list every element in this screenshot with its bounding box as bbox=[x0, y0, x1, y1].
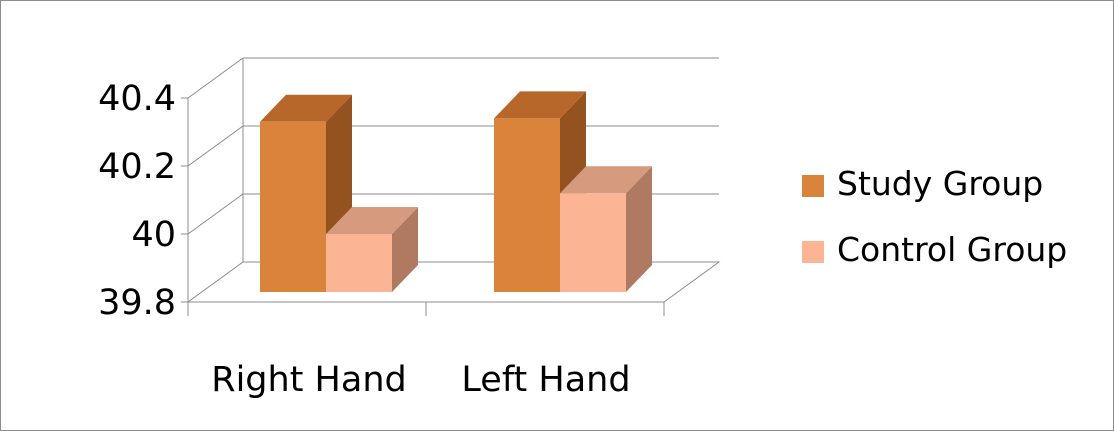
legend-label: Study Group bbox=[837, 164, 1043, 203]
bar-top-face bbox=[494, 91, 586, 119]
bar-side-face bbox=[392, 207, 418, 292]
bar-front-face bbox=[326, 234, 392, 292]
bars bbox=[260, 91, 652, 293]
bar-top-face bbox=[560, 166, 652, 194]
y-tick-label: 40 bbox=[131, 215, 176, 255]
axis bbox=[181, 97, 665, 316]
bar[interactable] bbox=[326, 207, 418, 292]
bar-front-face bbox=[494, 118, 560, 293]
y-tick-label: 40.2 bbox=[98, 147, 176, 187]
x-category-label: Right Hand bbox=[211, 360, 406, 400]
chart-floor bbox=[186, 261, 721, 303]
legend: Study Group Control Group bbox=[802, 164, 1067, 269]
gridline-side bbox=[187, 125, 244, 167]
bar-front-face bbox=[560, 193, 626, 292]
bar-top-face bbox=[326, 207, 418, 234]
gridline-side bbox=[187, 193, 244, 235]
legend-item: Control Group bbox=[802, 230, 1067, 269]
bar-front-face bbox=[260, 121, 326, 292]
bar-side-face bbox=[626, 166, 652, 292]
bar[interactable] bbox=[560, 166, 652, 292]
x-category-label: Left Hand bbox=[461, 360, 630, 400]
legend-swatch bbox=[802, 175, 824, 197]
y-tick-label: 39.8 bbox=[98, 283, 176, 323]
chart-walls bbox=[186, 58, 721, 303]
y-axis-tick-labels: 39.8 40 40.2 40.4 bbox=[98, 79, 176, 323]
legend-swatch bbox=[802, 241, 824, 263]
x-axis-category-labels: Right Hand Left Hand bbox=[211, 360, 630, 400]
legend-item: Study Group bbox=[802, 164, 1043, 203]
y-tick-label: 40.4 bbox=[98, 79, 176, 119]
legend-label: Control Group bbox=[837, 230, 1067, 269]
gridline-side bbox=[187, 57, 244, 99]
bar-top-face bbox=[260, 94, 352, 122]
